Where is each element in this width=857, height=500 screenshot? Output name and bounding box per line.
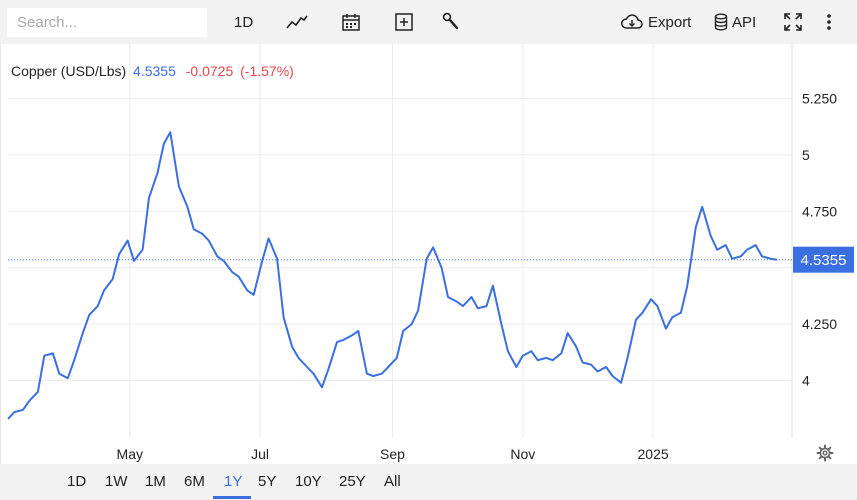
fullscreen-icon (783, 12, 803, 32)
price-change: -0.0725 (185, 63, 234, 79)
y-tick-label: 4.250 (802, 316, 837, 332)
y-tick-label: 4 (802, 373, 810, 389)
add-box-icon (394, 12, 414, 32)
export-label: Export (648, 13, 692, 31)
x-tick-label: Nov (510, 446, 535, 462)
gear-icon (815, 444, 835, 467)
price-line (7, 131, 778, 420)
range-button-5y[interactable]: 5Y (258, 473, 277, 490)
range-button-1m[interactable]: 1M (145, 473, 166, 490)
interval-selector[interactable]: 1D (234, 10, 253, 34)
fullscreen-button[interactable] (783, 10, 803, 34)
y-tick-label: 5.250 (802, 91, 837, 107)
last-value-label: 4.5355 (801, 252, 847, 269)
chart-settings-button[interactable] (815, 443, 835, 463)
active-range-indicator (213, 496, 251, 499)
line-chart-icon (286, 14, 308, 30)
api-label: API (732, 13, 757, 31)
range-button-all[interactable]: All (384, 473, 401, 490)
chart-type-button[interactable] (286, 10, 308, 34)
last-value-box (793, 246, 854, 273)
more-menu-button[interactable] (825, 10, 833, 34)
export-button[interactable]: Export (621, 10, 691, 34)
chart-legend: Copper (USD/Lbs) 4.5355 -0.0725 (-1.57%) (11, 63, 294, 79)
y-tick-label: 5 (802, 147, 810, 163)
x-tick-label: 2025 (638, 446, 669, 462)
last-value-layer: 4.5355 (8, 246, 854, 273)
range-button-1d[interactable]: 1D (67, 473, 87, 490)
y-tick-label: 4.750 (802, 203, 837, 219)
interval-label: 1D (234, 13, 254, 31)
api-button[interactable]: API (714, 10, 756, 34)
range-button-1y[interactable]: 1Y (224, 473, 243, 490)
wrench-icon (442, 12, 460, 32)
price-line-layer (7, 131, 778, 420)
x-tick-label: Sep (380, 446, 405, 462)
add-indicator-button[interactable] (394, 10, 414, 34)
date-range-button[interactable] (341, 10, 361, 34)
cloud-download-icon (621, 14, 643, 30)
database-icon (714, 13, 728, 31)
search-input[interactable] (7, 8, 207, 37)
grid-lines (8, 44, 793, 438)
x-tick-label: May (117, 446, 143, 462)
range-button-6m[interactable]: 6M (184, 473, 205, 490)
x-tick-label: Jul (251, 446, 269, 462)
range-button-25y[interactable]: 25Y (339, 473, 366, 490)
chart-frame (0, 44, 856, 464)
price-change-percent: (-1.57%) (240, 63, 294, 79)
range-bar (0, 464, 857, 500)
range-button-1w[interactable]: 1W (105, 473, 128, 490)
calendar-icon (341, 12, 361, 32)
more-vertical-icon (825, 12, 833, 32)
instrument-name: Copper (USD/Lbs) (11, 63, 127, 79)
range-button-10y[interactable]: 10Y (295, 473, 322, 490)
current-price: 4.5355 (133, 63, 176, 79)
settings-tools-button[interactable] (442, 10, 460, 34)
